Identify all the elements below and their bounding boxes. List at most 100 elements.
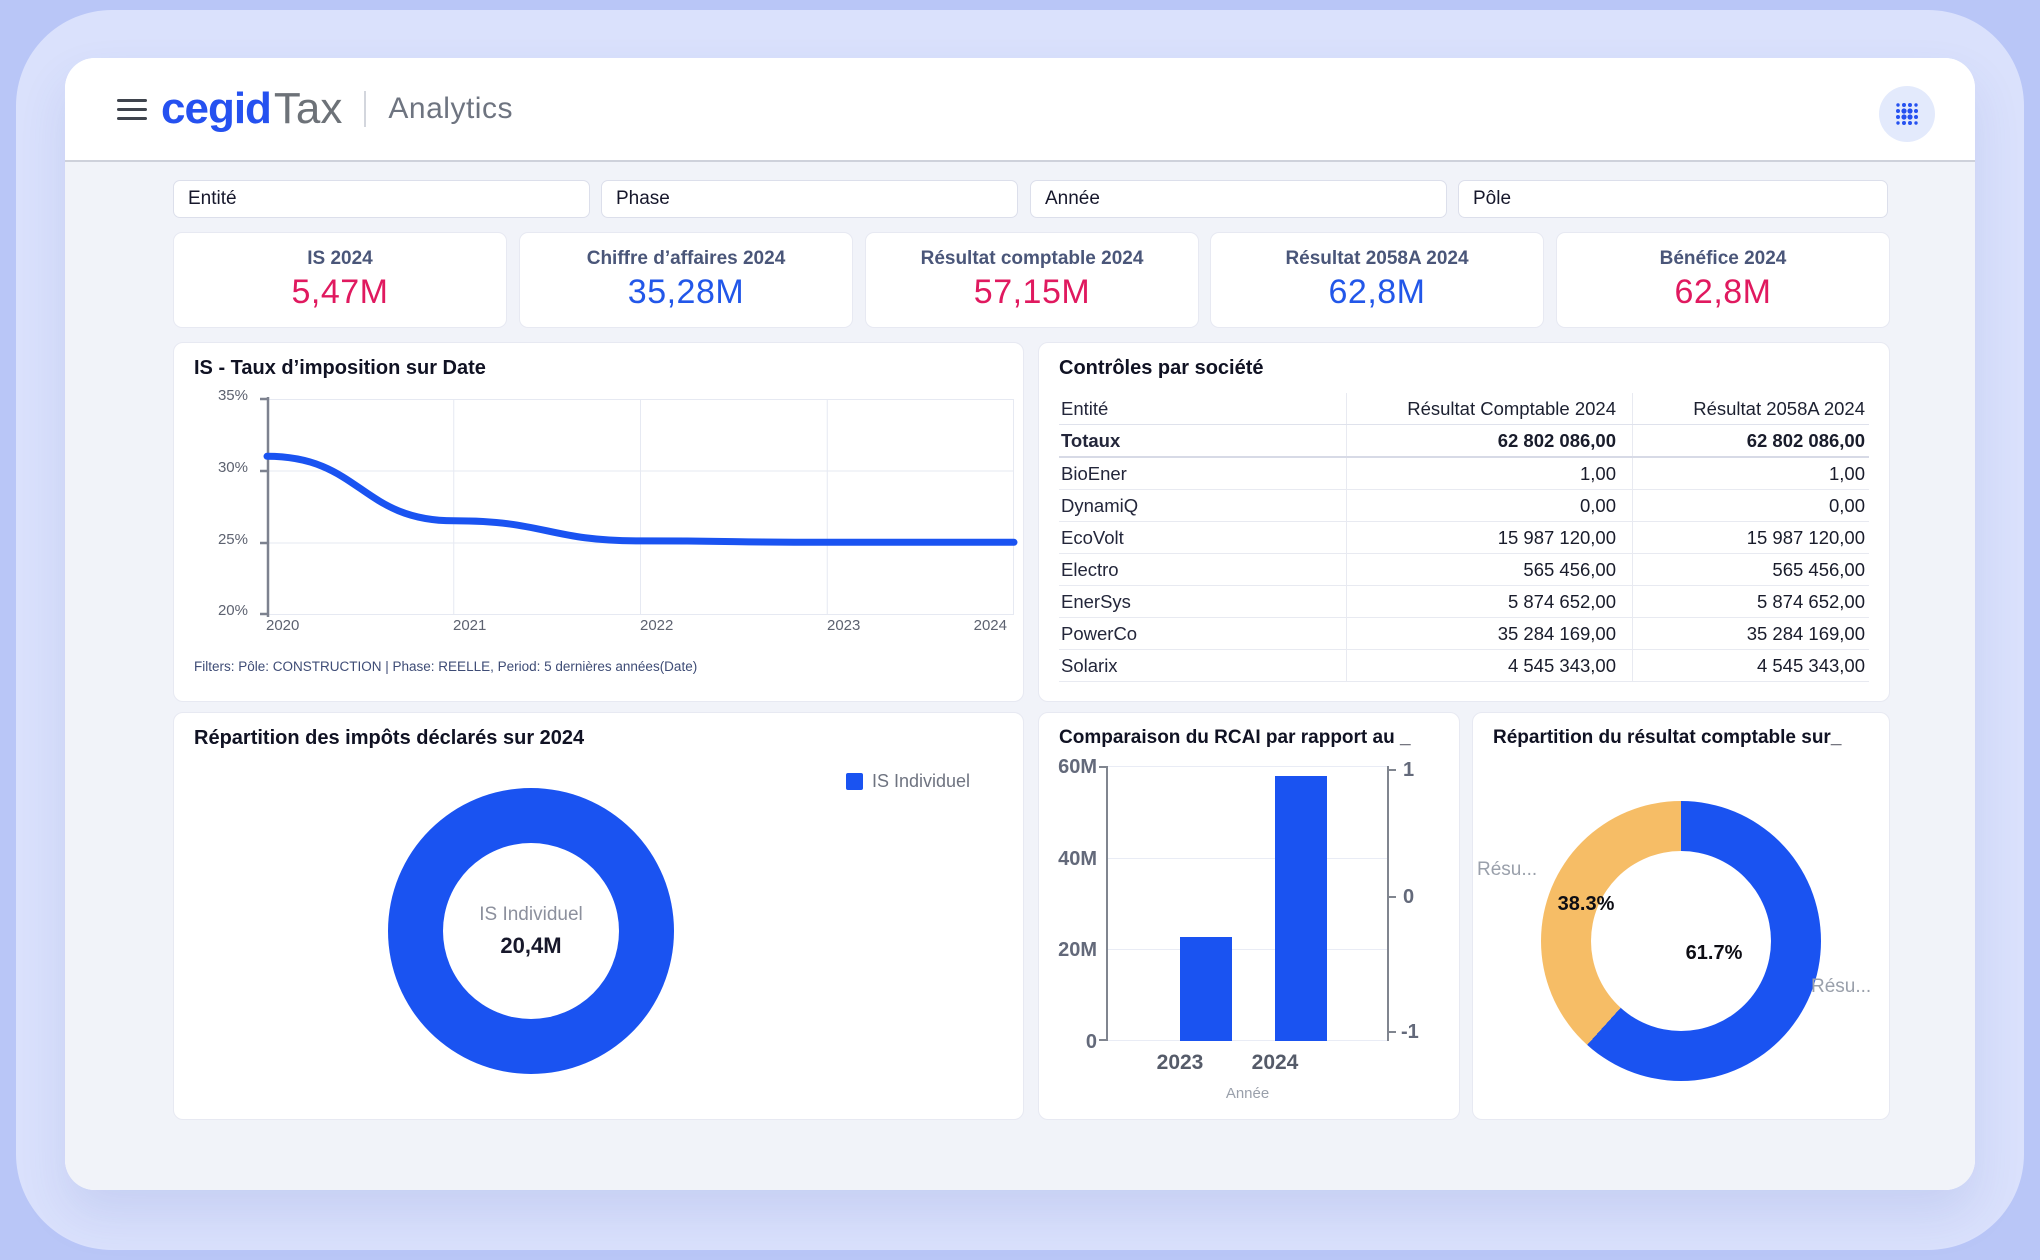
cell-resultat-2058a: 35 284 169,00 — [1632, 618, 1869, 649]
table-header-row: Entité Résultat Comptable 2024 Résultat … — [1059, 393, 1869, 425]
chart-title: IS - Taux d’imposition sur Date — [194, 357, 486, 379]
brand-divider — [364, 91, 367, 127]
gridlines — [267, 399, 1014, 615]
left-axis-tick: 20M — [1058, 939, 1097, 961]
cell-resultat-2058a: 62 802 086,00 — [1632, 425, 1869, 456]
cell-resultat-2058a: 4 545 343,00 — [1632, 650, 1869, 681]
y-tick-label: 20% — [217, 602, 248, 619]
kpi-title: Chiffre d’affaires 2024 — [586, 248, 786, 269]
slice-callout-label: Résu... — [1811, 976, 1872, 997]
brand-cegid: cegid — [161, 84, 272, 133]
card-controles-societe: Contrôles par société Entité Résultat Co… — [1038, 342, 1890, 702]
slice-pct-label: 38.3% — [1557, 893, 1615, 915]
kpi-title: IS 2024 — [307, 248, 373, 269]
kpi-card-resultat-comptable: Résultat comptable 2024 57,15M — [865, 232, 1199, 328]
kpi-title: Résultat 2058A 2024 — [1285, 248, 1469, 269]
kpi-card-chiffre-affaires: Chiffre d’affaires 2024 35,28M — [519, 232, 853, 328]
left-axis-tick: 0 — [1085, 1031, 1097, 1053]
right-axis-tick: 0 — [1403, 886, 1415, 908]
cell-entity: Totaux — [1061, 429, 1121, 451]
y-axis — [260, 397, 270, 617]
column-header: Entité — [1061, 397, 1109, 419]
column-header: Résultat 2058A 2024 — [1632, 393, 1869, 424]
kpi-card-benefice: Bénéfice 2024 62,8M — [1556, 232, 1890, 328]
bar-2023[interactable] — [1180, 937, 1232, 1041]
left-axis-line — [1106, 766, 1108, 1041]
chart-title: Comparaison du RCAI par rapport au _ — [1059, 727, 1411, 748]
y-tick-label: 30% — [217, 459, 248, 476]
slice-pct-label: 61.7% — [1685, 942, 1743, 964]
rcai-bar-plot[interactable] — [1099, 766, 1396, 1041]
cell-resultat-comptable: 0,00 — [1346, 490, 1632, 521]
taux-line-path[interactable] — [263, 452, 1018, 546]
donut-center-value: 20,4M — [500, 932, 562, 958]
app-name: Analytics — [388, 92, 513, 125]
filter-pole[interactable] — [1458, 180, 1888, 218]
filter-entite[interactable] — [173, 180, 590, 218]
app-window: cegid Tax Analytics — [65, 58, 1975, 1190]
cell-entity: BioEner — [1061, 462, 1127, 484]
table-row-totals: Totaux 62 802 086,00 62 802 086,00 — [1059, 425, 1869, 458]
kpi-title: Bénéfice 2024 — [1659, 248, 1787, 269]
axis-tick — [1389, 896, 1396, 898]
table-row: PowerCo 35 284 169,00 35 284 169,00 — [1059, 618, 1869, 650]
kpi-value: 57,15M — [973, 273, 1091, 311]
cell-resultat-comptable: 1,00 — [1346, 458, 1632, 489]
gridline — [1106, 1040, 1389, 1041]
x-category-label: 2024 — [1251, 1051, 1299, 1074]
cell-resultat-comptable: 5 874 652,00 — [1346, 586, 1632, 617]
kpi-title: Résultat comptable 2024 — [920, 248, 1144, 269]
kpi-value: 35,28M — [627, 273, 745, 311]
taux-line-plot[interactable] — [259, 395, 1021, 621]
cell-entity: DynamiQ — [1061, 494, 1139, 516]
apps-grid-button[interactable] — [1879, 86, 1935, 142]
donut-hole — [1591, 851, 1771, 1031]
cell-resultat-comptable: 62 802 086,00 — [1346, 425, 1632, 456]
card-repartition-impots: Répartition des impôts déclarés sur 2024… — [173, 712, 1024, 1120]
cell-resultat-2058a: 0,00 — [1632, 490, 1869, 521]
table-row: BioEner 1,00 1,00 — [1059, 458, 1869, 490]
table-row: Solarix 4 545 343,00 4 545 343,00 — [1059, 650, 1869, 682]
cell-entity: EnerSys — [1061, 590, 1131, 612]
x-axis-title: Année — [1225, 1085, 1270, 1102]
donut-center-text: IS Individuel 20,4M — [388, 788, 674, 1074]
filter-phase[interactable] — [601, 180, 1018, 218]
kpi-value: 62,8M — [1674, 273, 1772, 311]
filter-annee[interactable] — [1030, 180, 1447, 218]
chart-title: Répartition du résultat comptable sur_ — [1493, 727, 1842, 748]
menu-icon[interactable] — [117, 98, 147, 120]
is-donut-ring[interactable]: IS Individuel 20,4M — [388, 788, 674, 1074]
right-axis-tick: -1 — [1401, 1021, 1419, 1043]
bar-2024[interactable] — [1275, 776, 1327, 1041]
cell-entity: Solarix — [1061, 654, 1118, 676]
brand-logo: cegid Tax — [161, 84, 342, 134]
right-axis-tick: 1 — [1403, 759, 1415, 781]
donut-center-label: IS Individuel — [479, 903, 583, 925]
brand-tax: Tax — [273, 84, 343, 133]
axis-tick — [1389, 1031, 1396, 1033]
table-title: Contrôles par société — [1059, 357, 1264, 379]
x-tick-label: 2022 — [640, 617, 674, 634]
gridline — [1106, 949, 1389, 951]
legend-item-is-individuel[interactable]: IS Individuel — [846, 771, 970, 792]
axis-tick — [1099, 766, 1106, 768]
x-tick-label: 2020 — [266, 617, 300, 634]
kpi-value: 62,8M — [1328, 273, 1426, 311]
card-comparaison-rcai: Comparaison du RCAI par rapport au _ 60M… — [1038, 712, 1460, 1120]
y-tick-label: 35% — [217, 387, 248, 404]
cell-resultat-comptable: 565 456,00 — [1346, 554, 1632, 585]
legend-label: IS Individuel — [872, 771, 971, 791]
left-axis-tick: 60M — [1058, 756, 1097, 778]
x-tick-label: 2024 — [973, 617, 1007, 634]
cell-entity: PowerCo — [1061, 622, 1138, 644]
x-category-label: 2023 — [1156, 1051, 1204, 1074]
donut-hole — [443, 843, 619, 1019]
gridline — [1106, 766, 1389, 767]
x-tick-label: 2023 — [827, 617, 861, 634]
apps-grid-icon — [1896, 103, 1918, 125]
cell-entity: Electro — [1061, 558, 1119, 580]
kpi-card-resultat-2058a: Résultat 2058A 2024 62,8M — [1210, 232, 1544, 328]
resultat-donut-ring[interactable] — [1541, 801, 1821, 1081]
slice-callout-label: Résu... — [1477, 859, 1538, 880]
